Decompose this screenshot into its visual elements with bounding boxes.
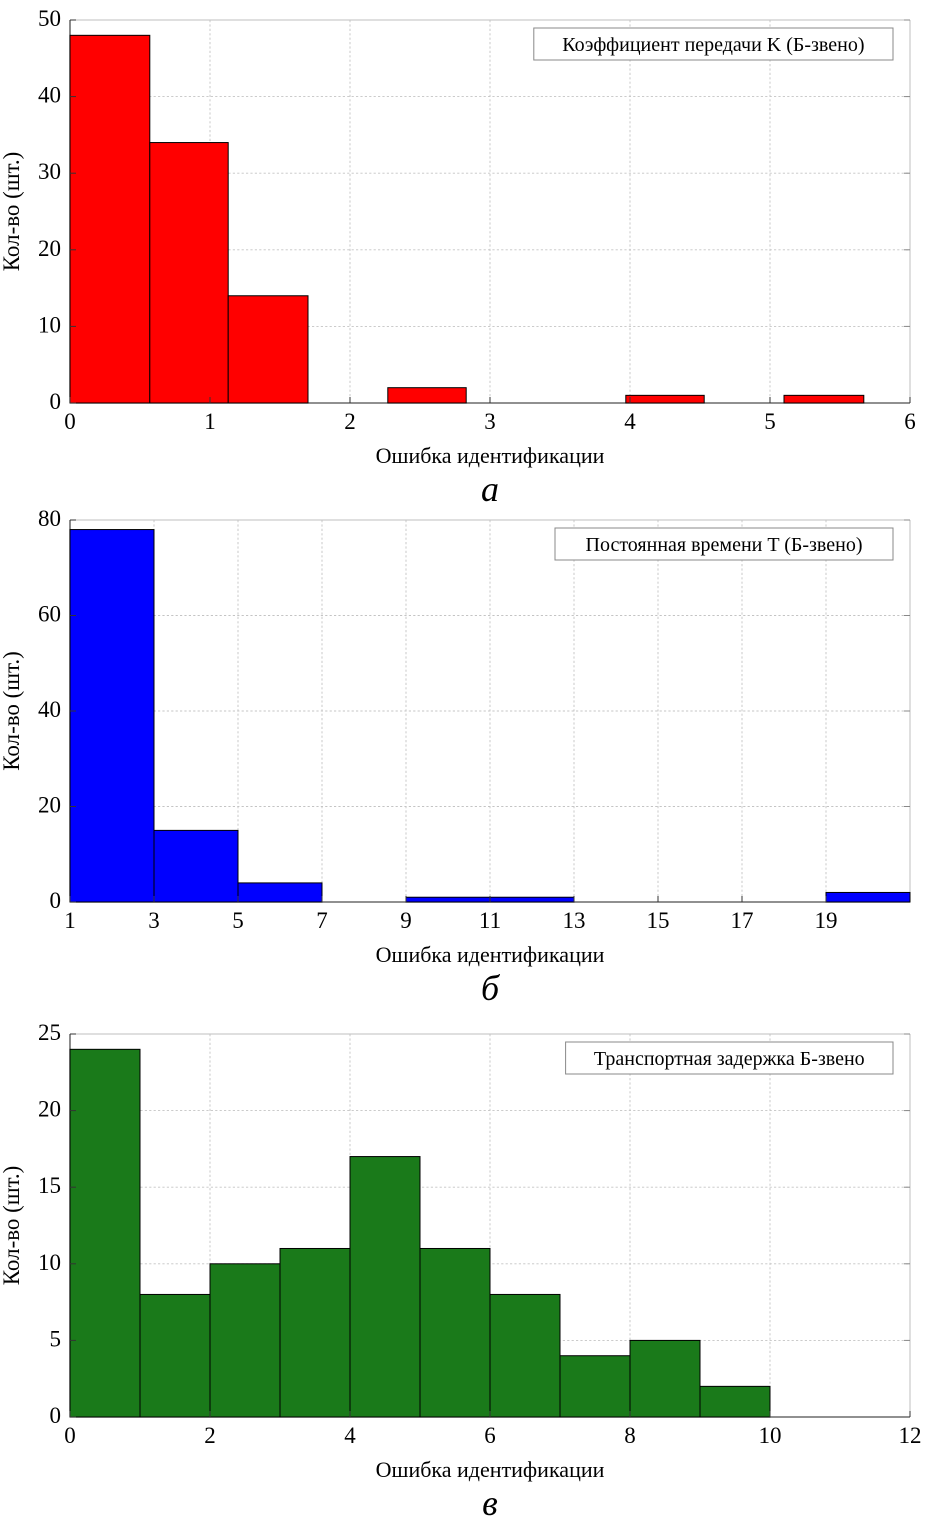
svg-text:Транспортная задержка Б-звено: Транспортная задержка Б-звено	[594, 1048, 865, 1070]
svg-text:Коэффициент передачи K (Б-звен: Коэффициент передачи K (Б-звено)	[562, 34, 864, 56]
svg-text:3: 3	[148, 908, 160, 933]
svg-text:40: 40	[38, 83, 61, 108]
svg-text:в: в	[482, 1483, 498, 1520]
svg-text:10: 10	[38, 312, 61, 337]
svg-text:10: 10	[759, 1423, 782, 1448]
svg-text:11: 11	[479, 908, 501, 933]
svg-text:0: 0	[64, 409, 76, 434]
svg-text:8: 8	[624, 1423, 636, 1448]
svg-text:15: 15	[647, 908, 670, 933]
svg-text:Кол-во (шт.): Кол-во (шт.)	[0, 152, 24, 272]
svg-text:7: 7	[316, 908, 328, 933]
svg-text:10: 10	[38, 1250, 61, 1275]
svg-text:17: 17	[731, 908, 754, 933]
svg-text:30: 30	[38, 159, 61, 184]
svg-text:20: 20	[38, 236, 61, 261]
svg-text:Ошибка идентификации: Ошибка идентификации	[376, 1457, 605, 1482]
svg-text:4: 4	[344, 1423, 356, 1448]
svg-text:0: 0	[50, 389, 62, 414]
svg-text:20: 20	[38, 1097, 61, 1122]
svg-text:Кол-во (шт.): Кол-во (шт.)	[0, 1166, 24, 1286]
svg-text:50: 50	[38, 6, 61, 31]
svg-text:12: 12	[899, 1423, 922, 1448]
svg-text:Кол-во (шт.): Кол-во (шт.)	[0, 651, 24, 771]
svg-text:20: 20	[38, 793, 61, 818]
svg-text:3: 3	[484, 409, 496, 434]
svg-text:6: 6	[904, 409, 916, 434]
svg-text:0: 0	[64, 1423, 76, 1448]
svg-text:1: 1	[204, 409, 216, 434]
svg-text:5: 5	[764, 409, 776, 434]
svg-text:4: 4	[624, 409, 636, 434]
svg-text:Ошибка идентификации: Ошибка идентификации	[376, 942, 605, 967]
svg-text:9: 9	[400, 908, 412, 933]
svg-text:Ошибка идентификации: Ошибка идентификации	[376, 443, 605, 468]
svg-text:0: 0	[50, 1403, 62, 1428]
svg-text:1: 1	[64, 908, 76, 933]
svg-text:а: а	[481, 469, 499, 507]
svg-text:13: 13	[563, 908, 586, 933]
svg-text:60: 60	[38, 602, 61, 627]
svg-text:80: 80	[38, 507, 61, 531]
svg-text:40: 40	[38, 697, 61, 722]
svg-text:2: 2	[204, 1423, 216, 1448]
svg-text:б: б	[481, 968, 501, 1008]
svg-text:19: 19	[815, 908, 838, 933]
svg-text:2: 2	[344, 409, 356, 434]
svg-text:0: 0	[50, 888, 62, 913]
svg-text:15: 15	[38, 1173, 61, 1198]
svg-text:25: 25	[38, 1020, 61, 1045]
svg-text:Постоянная времени T (Б-звено): Постоянная времени T (Б-звено)	[586, 534, 863, 556]
svg-text:5: 5	[50, 1326, 62, 1351]
svg-text:6: 6	[484, 1423, 496, 1448]
svg-text:5: 5	[232, 908, 244, 933]
